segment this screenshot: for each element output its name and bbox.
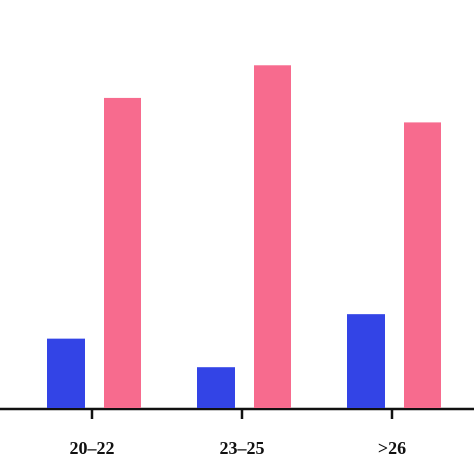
bar: [104, 97, 141, 409]
bar: [404, 122, 441, 409]
bar: [254, 65, 291, 408]
bar: [347, 314, 385, 408]
x-tick-label: >26: [378, 438, 406, 458]
bar: [47, 338, 85, 408]
bar: [197, 367, 235, 408]
x-tick-label: 23–25: [220, 438, 265, 458]
x-tick-label: 20–22: [70, 438, 115, 458]
